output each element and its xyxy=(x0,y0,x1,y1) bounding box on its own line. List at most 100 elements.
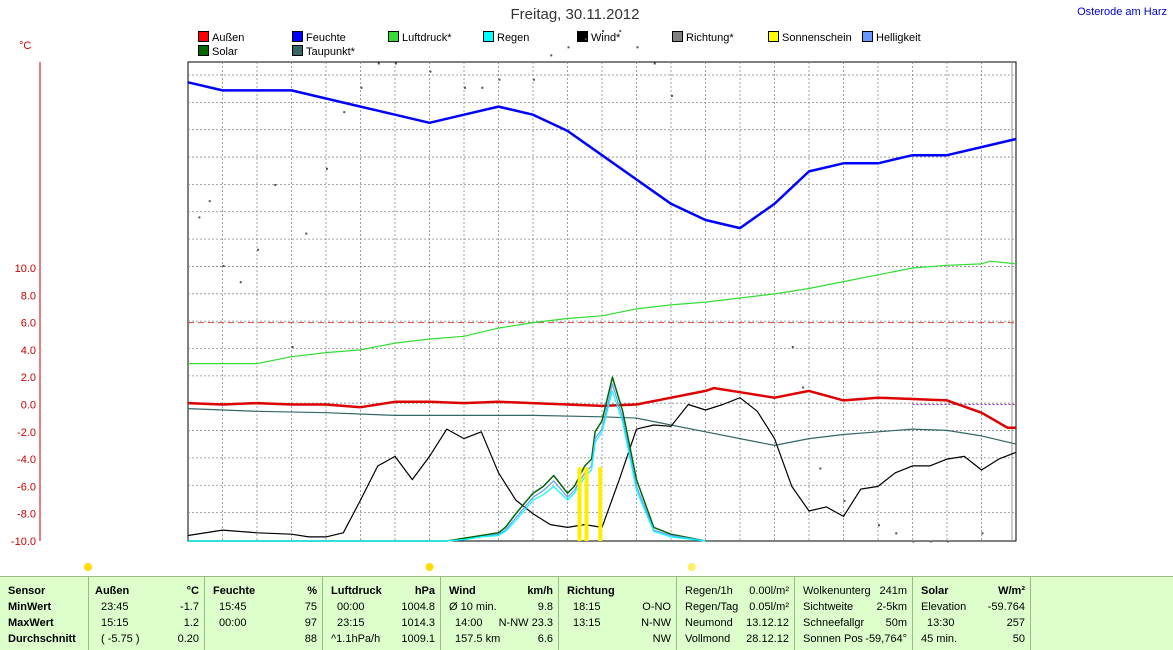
richtung-avg-value: NW xyxy=(652,633,671,645)
richtung-min-time: 18:15 xyxy=(573,601,601,613)
legend-swatch xyxy=(388,31,399,42)
richtung-point xyxy=(360,86,363,89)
richtung-point xyxy=(198,216,201,219)
solar-45min-value: 50 xyxy=(1012,633,1025,645)
richtung-point xyxy=(895,532,898,535)
y-tick-label: 8.0 xyxy=(21,290,36,302)
legend-item: Wind* xyxy=(577,31,620,44)
y-tick-label: 2.0 xyxy=(21,372,36,384)
richtung-point xyxy=(802,386,805,389)
richtung-point xyxy=(636,46,639,49)
sun-marker xyxy=(425,563,434,571)
richtung-point xyxy=(653,62,656,65)
y-axis-unit: °C xyxy=(19,40,32,52)
richtung-point xyxy=(819,467,822,470)
legend-item: Luftdruck* xyxy=(388,31,452,44)
wind-unit: km/h xyxy=(527,585,553,597)
legend-swatch xyxy=(862,31,873,42)
solar-unit: W/m² xyxy=(998,585,1025,597)
sichtweite-value: 2-5km xyxy=(876,601,907,613)
richtung-column: Richtung 18:15 O-NO 13:15 N-NW NW xyxy=(558,577,677,650)
vollmond-value: 28.12.12 xyxy=(746,633,789,645)
legend-label: Feuchte xyxy=(306,32,346,44)
richtung-point xyxy=(274,184,277,186)
sonnenpos-value: -59,764° xyxy=(865,633,907,645)
legend-label: Wind* xyxy=(591,32,621,44)
regen-tag-label: Regen/Tag xyxy=(685,601,739,613)
neumond-value: 13.12.12 xyxy=(746,617,789,629)
series-line-aussen xyxy=(187,386,1016,429)
legend-swatch xyxy=(292,45,303,56)
richtung-point xyxy=(550,54,553,57)
legend-item: Außen xyxy=(198,31,244,44)
row-label-max: MaxWert xyxy=(8,617,54,629)
y-tick-label: -4.0 xyxy=(17,454,36,466)
luftdruck-avg-value: 1009.1 xyxy=(401,633,435,645)
elevation-value: -59.764 xyxy=(987,601,1025,613)
richtung-point xyxy=(791,346,794,348)
luftdruck-unit: hPa xyxy=(414,585,435,597)
series-line-regen xyxy=(188,390,706,542)
location-link[interactable]: Osterode am Harz xyxy=(1077,6,1167,18)
neumond-label: Neumond xyxy=(685,617,733,629)
solar-45min-label: 45 min. xyxy=(921,633,958,645)
solar-max-time: 13:30 xyxy=(927,617,955,629)
richtung-point xyxy=(291,346,294,348)
richtung-point xyxy=(395,62,397,65)
row-label-avg: Durchschnitt xyxy=(8,633,76,645)
richtung-point xyxy=(584,38,587,41)
richtung-point xyxy=(464,86,466,89)
wind-distance: 157.5 km xyxy=(455,633,501,645)
legend-label: Luftdruck* xyxy=(402,32,452,44)
richtung-point xyxy=(377,62,380,65)
legend-item: Feuchte xyxy=(292,31,346,44)
legend-label: Solar xyxy=(212,46,238,58)
legend-swatch xyxy=(483,31,494,42)
feuchte-unit: % xyxy=(307,585,317,597)
regen-1h-value: 0.00l/m² xyxy=(749,585,789,597)
richtung-point xyxy=(912,540,915,543)
chart-title: Freitag, 30.11.2012 xyxy=(510,6,640,23)
aussen-min-time: 23:45 xyxy=(101,601,129,613)
sensor-column: Sensor MinWert MaxWert Durchschnitt xyxy=(0,577,88,650)
aussen-max-time: 15:15 xyxy=(101,617,129,629)
legend-item: Taupunkt* xyxy=(292,45,355,58)
y-tick-label: -2.0 xyxy=(17,427,36,439)
legend-label: Richtung* xyxy=(686,32,734,44)
legend-item: Sonnenschein xyxy=(768,31,852,44)
sensor-header: Sensor xyxy=(8,585,46,597)
feuchte-max-time: 00:00 xyxy=(219,617,247,629)
feuchte-min-value: 75 xyxy=(304,601,317,613)
row-label-min: MinWert xyxy=(8,601,52,613)
plot-area xyxy=(187,61,1017,542)
wind-max-time: 14:00 xyxy=(455,617,483,629)
y-tick-label: 0.0 xyxy=(21,400,36,412)
aussen-max-value: 1.2 xyxy=(183,617,199,629)
feuchte-min-time: 15:45 xyxy=(219,601,247,613)
vollmond-label: Vollmond xyxy=(685,633,731,645)
legend-label: Sonnenschein xyxy=(782,32,852,44)
legend-label: Außen xyxy=(212,32,245,44)
richtung-point xyxy=(602,30,604,33)
richtung-point xyxy=(533,78,535,81)
sunshine-bar xyxy=(598,467,603,541)
schneefallgr-label: Schneefallgr xyxy=(803,617,865,629)
stats-table: Sensor MinWert MaxWert Durchschnitt Auße… xyxy=(0,576,1173,650)
legend-swatch xyxy=(292,31,303,42)
richtung-point xyxy=(343,111,346,114)
richtung-point xyxy=(481,86,484,89)
feuchte-max-value: 97 xyxy=(304,617,317,629)
aussen-unit: °C xyxy=(186,585,199,597)
richtung-point xyxy=(498,78,501,81)
richtung-point xyxy=(567,46,570,49)
legend-swatch xyxy=(768,31,779,42)
feuchte-header: Feuchte xyxy=(213,585,256,597)
luftdruck-trend: ^1.1hPa/h xyxy=(331,633,381,645)
sichtweite-label: Sichtweite xyxy=(803,601,854,613)
sunshine-bar xyxy=(577,467,582,541)
legend-item: Solar xyxy=(198,45,238,58)
sun-marker xyxy=(84,563,92,571)
series-line-taupunkt xyxy=(187,408,1017,446)
richtung-point xyxy=(671,94,673,97)
weather-chart: 10.0 8.0 6.0 4.0 2.0 0.0 -2.0 -4.0 -6.0 -8.0 -10.0 xyxy=(11,30,1017,571)
